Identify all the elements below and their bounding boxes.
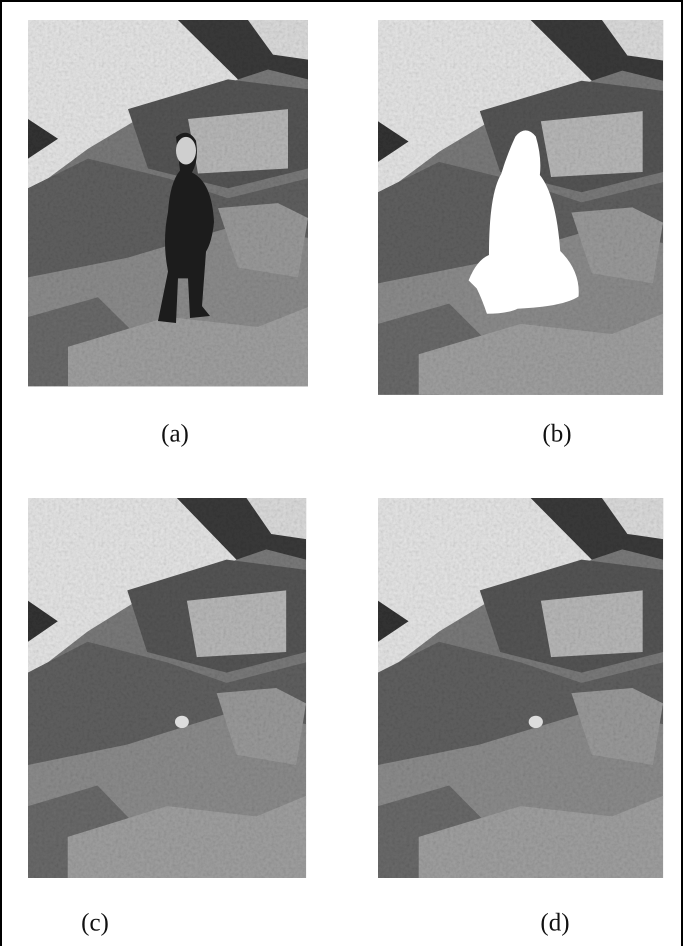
panel-label: (b): [542, 421, 571, 448]
panel-d-image: [378, 498, 663, 878]
panel-b-image: [378, 20, 663, 395]
figure: (a) (b) (c) (d): [0, 0, 683, 946]
panel-label: (a): [161, 421, 189, 448]
page: {"figure": {"panels": [{"label": "(a)"},…: [0, 0, 683, 946]
panel-label: (d): [540, 910, 569, 937]
panel-label: (c): [81, 910, 109, 937]
panel-a-image: [28, 20, 308, 386]
panel-c-image: [28, 498, 306, 878]
